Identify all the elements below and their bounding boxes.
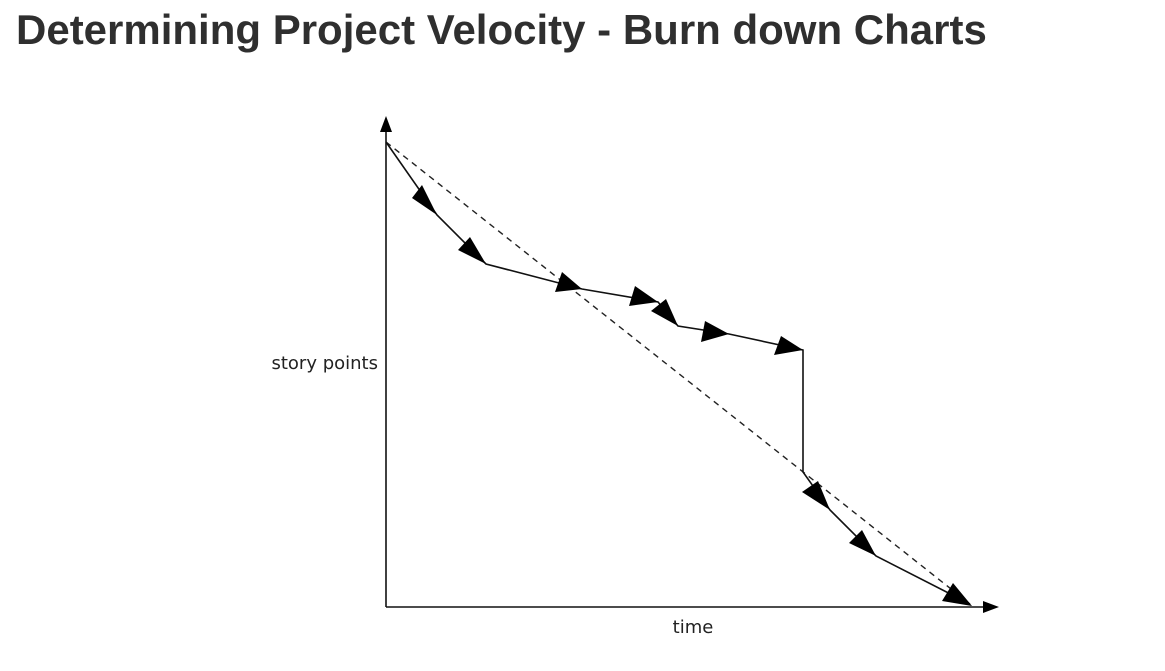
actual-burndown-arrowheads <box>412 185 972 606</box>
x-axis-arrowhead <box>983 601 999 613</box>
burndown-arrowhead <box>849 530 876 556</box>
burndown-arrowhead <box>412 185 437 215</box>
burndown-arrowhead <box>651 299 678 326</box>
page-title: Determining Project Velocity - Burn down… <box>16 6 987 53</box>
burndown-arrowhead <box>701 321 729 342</box>
y-axis-label: story points <box>271 353 378 374</box>
burndown-arrowhead <box>774 336 803 355</box>
y-axis-arrowhead <box>380 116 392 132</box>
burndown-arrowhead <box>458 237 486 264</box>
burndown-arrowhead <box>942 583 972 606</box>
burndown-arrowhead <box>629 286 658 306</box>
burndown-arrowhead <box>802 481 830 510</box>
ideal-burndown-line <box>385 141 971 605</box>
burndown-arrowhead <box>555 272 582 292</box>
x-axis-label: time <box>673 617 714 638</box>
